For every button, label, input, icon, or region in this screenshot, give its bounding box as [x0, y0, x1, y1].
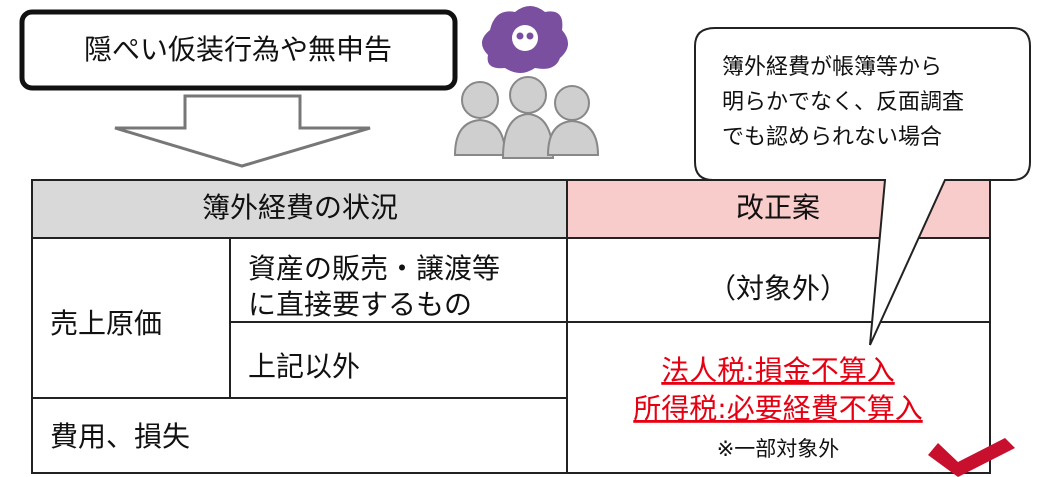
bubble-text: 明らかでなく、反面調査 [722, 90, 964, 115]
sub-label: 資産の販売・譲渡等 [248, 252, 500, 285]
bubble-text: 簿外経費が帳簿等から [722, 55, 942, 80]
sub-label: に直接要するもの [248, 288, 472, 321]
header-proposal: 改正案 [736, 191, 820, 224]
table [31, 179, 991, 474]
people-icon [453, 6, 600, 159]
header-status: 簿外経費の状況 [202, 191, 398, 224]
proposal-text: （対象外） [708, 272, 848, 305]
bubble-text: でも認められない場合 [722, 125, 942, 150]
treatment-line: 所得税:必要経費不算入 [633, 392, 922, 425]
treatment-note: ※一部対象外 [717, 437, 840, 461]
row-label: 売上原価 [50, 307, 162, 340]
treatment-line: 法人税:損金不算入 [661, 354, 894, 387]
sub-label: 上記以外 [248, 350, 360, 383]
speech-bubble [694, 27, 1031, 346]
row-label: 費用、損失 [50, 420, 190, 453]
label: 隠ぺい仮装行為や無申告 [84, 33, 392, 66]
check-mark [928, 438, 1015, 477]
label-box [19, 9, 458, 91]
down-arrow [114, 94, 371, 168]
